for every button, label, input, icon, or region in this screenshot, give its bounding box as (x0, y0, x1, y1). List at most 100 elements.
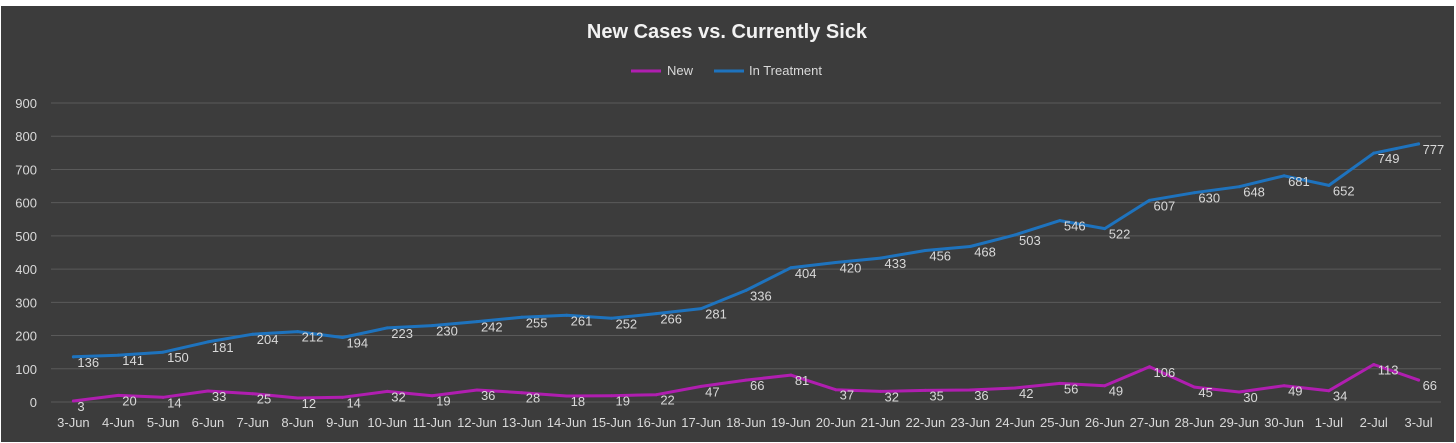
data-label-new: 19 (436, 394, 450, 409)
data-label-new: 20 (122, 393, 136, 408)
y-tick-label: 900 (15, 96, 37, 111)
data-label-in-treatment: 136 (77, 355, 99, 370)
data-point-new (1103, 384, 1107, 388)
x-tick-label: 5-Jun (147, 415, 180, 430)
data-label-in-treatment: 503 (1019, 233, 1041, 248)
data-label-in-treatment: 681 (1288, 174, 1310, 189)
data-point-in-treatment (1372, 151, 1376, 155)
data-point-in-treatment (565, 313, 569, 317)
data-label-in-treatment: 630 (1198, 191, 1220, 206)
data-point-in-treatment (1327, 183, 1331, 187)
legend-label-in-treatment: In Treatment (749, 63, 822, 78)
x-tick-label: 30-Jun (1264, 415, 1304, 430)
data-label-in-treatment: 456 (929, 249, 951, 264)
x-tick-label: 20-Jun (816, 415, 856, 430)
x-tick-label: 21-Jun (861, 415, 901, 430)
data-label-in-treatment: 242 (481, 320, 503, 335)
series-lines (71, 142, 1421, 403)
data-label-in-treatment: 181 (212, 340, 234, 355)
data-label-new: 34 (1333, 389, 1347, 404)
data-label-new: 56 (1064, 381, 1078, 396)
data-point-in-treatment (744, 288, 748, 292)
gridlines (51, 102, 1441, 403)
data-point-in-treatment (116, 353, 120, 357)
data-label-new: 14 (346, 395, 360, 410)
data-label-in-treatment: 255 (526, 315, 548, 330)
data-label-new: 37 (840, 388, 854, 403)
data-point-new (251, 392, 255, 396)
series-line-in-treatment (71, 142, 1421, 359)
x-tick-label: 24-Jun (995, 415, 1035, 430)
data-point-new (1013, 386, 1017, 390)
data-point-new (1282, 384, 1286, 388)
data-point-new (879, 389, 883, 393)
series-line-new (71, 363, 1421, 403)
x-tick-label: 27-Jun (1130, 415, 1170, 430)
data-label-new: 22 (660, 393, 674, 408)
data-point-in-treatment (1192, 191, 1196, 195)
data-point-new (1372, 362, 1376, 366)
data-label-new: 49 (1109, 384, 1123, 399)
data-label-in-treatment: 607 (1154, 198, 1176, 213)
x-tick-label: 11-Jun (413, 415, 452, 430)
data-point-new (475, 388, 479, 392)
y-tick-label: 700 (15, 162, 37, 177)
x-tick-label: 10-Jun (367, 415, 407, 430)
data-point-new (1192, 385, 1196, 389)
data-label-in-treatment: 252 (615, 316, 637, 331)
data-point-in-treatment (789, 266, 793, 270)
data-label-new: 81 (795, 373, 809, 388)
legend: New In Treatment (631, 63, 822, 78)
data-point-new (968, 388, 972, 392)
data-point-new (1237, 390, 1241, 394)
y-tick-label: 0 (30, 395, 37, 410)
x-tick-label: 23-Jun (950, 415, 990, 430)
data-point-new (923, 388, 927, 392)
y-tick-label: 100 (15, 362, 37, 377)
x-axis-tick-labels: 3-Jun 4-Jun 5-Jun 6-Jun 7-Jun 8-Jun 9-Jun 10-Ju… (57, 415, 1433, 430)
data-point-new (296, 396, 300, 400)
data-label-new: 25 (257, 392, 271, 407)
x-tick-label: 3-Jun (57, 415, 90, 430)
data-point-new (71, 399, 75, 403)
data-label-new: 113 (1378, 362, 1399, 377)
data-point-new (116, 393, 120, 397)
x-tick-label: 8-Jun (281, 415, 314, 430)
data-point-in-treatment (1013, 233, 1017, 237)
x-tick-label: 13-Jun (502, 415, 542, 430)
x-tick-label: 28-Jun (1175, 415, 1215, 430)
data-point-new (654, 393, 658, 397)
x-tick-label: 1-Jul (1315, 415, 1343, 430)
x-tick-label: 9-Jun (326, 415, 359, 430)
data-label-in-treatment: 652 (1333, 183, 1355, 198)
data-point-in-treatment (609, 316, 613, 320)
data-point-new (340, 395, 344, 399)
y-tick-label: 500 (15, 229, 37, 244)
x-tick-label: 4-Jun (102, 415, 135, 430)
data-point-in-treatment (1058, 219, 1062, 223)
data-point-in-treatment (251, 332, 255, 336)
chart-area[interactable]: New Cases vs. Currently Sick New In Trea… (1, 6, 1454, 442)
data-point-new (565, 394, 569, 398)
data-label-in-treatment: 522 (1109, 227, 1131, 242)
data-point-in-treatment (1148, 198, 1152, 202)
data-point-new (834, 388, 838, 392)
data-label-in-treatment: 468 (974, 245, 996, 260)
data-label-in-treatment: 648 (1243, 185, 1265, 200)
x-tick-label: 17-Jun (681, 415, 721, 430)
data-label-in-treatment: 212 (302, 330, 324, 345)
data-point-new (1058, 381, 1062, 385)
data-label-in-treatment: 281 (705, 307, 727, 322)
data-label-in-treatment: 204 (257, 332, 279, 347)
data-point-in-treatment (1282, 174, 1286, 178)
data-label-new: 30 (1243, 390, 1257, 405)
data-label-in-treatment: 230 (436, 324, 458, 339)
data-label-in-treatment: 777 (1423, 142, 1445, 157)
data-point-in-treatment (654, 312, 658, 316)
data-point-new (430, 394, 434, 398)
data-point-in-treatment (430, 324, 434, 328)
data-point-new (699, 384, 703, 388)
data-label-new: 47 (705, 384, 719, 399)
data-point-new (385, 389, 389, 393)
